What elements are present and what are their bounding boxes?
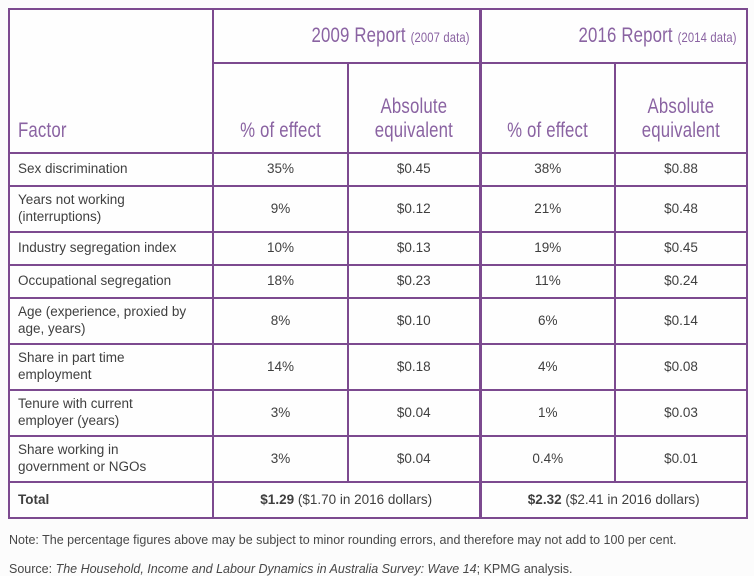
table-row: Tenure with current employer (years) 3% … xyxy=(8,389,748,437)
value-cell: $0.23 xyxy=(347,264,481,299)
value-cell: 9% xyxy=(212,185,349,233)
table-row: Industry segregation index 10% $0.13 19%… xyxy=(8,231,748,266)
value-cell: 8% xyxy=(212,297,349,345)
value-cell: 10% xyxy=(212,231,349,266)
value-cell: $0.13 xyxy=(347,231,481,266)
col-header-abs-2016: Absolute equivalent xyxy=(614,62,748,154)
value-cell: $0.08 xyxy=(614,343,748,391)
value-cell: 6% xyxy=(478,297,616,345)
value-cell: $0.10 xyxy=(347,297,481,345)
factor-column-header: Factor xyxy=(8,8,214,154)
value-cell: $0.18 xyxy=(347,343,481,391)
factor-label: Tenure with current employer (years) xyxy=(8,389,214,437)
value-cell: 3% xyxy=(212,389,349,437)
table-row: Years not working (interruptions) 9% $0.… xyxy=(8,185,748,233)
value-cell: 14% xyxy=(212,343,349,391)
value-cell: 38% xyxy=(478,152,616,187)
value-cell: $0.45 xyxy=(347,152,481,187)
value-cell: $0.12 xyxy=(347,185,481,233)
source-title: The Household, Income and Labour Dynamic… xyxy=(55,562,477,576)
table-row: Occupational segregation 18% $0.23 11% $… xyxy=(8,264,748,299)
table-row: Share working in government or NGOs 3% $… xyxy=(8,435,748,483)
factor-label: Share in part time employment xyxy=(8,343,214,391)
total-row: Total $1.29 ($1.70 in 2016 dollars) $2.3… xyxy=(8,481,748,519)
value-cell: $0.04 xyxy=(347,435,481,483)
value-cell: $0.45 xyxy=(614,231,748,266)
total-2009: $1.29 ($1.70 in 2016 dollars) xyxy=(212,481,481,519)
col-header-abs-2009: Absolute equivalent xyxy=(347,62,481,154)
value-cell: 0.4% xyxy=(478,435,616,483)
value-cell: 35% xyxy=(212,152,349,187)
value-cell: $0.48 xyxy=(614,185,748,233)
total-2009-amount: $1.29 xyxy=(260,491,295,507)
sub-header-row: % of effect Absolute equivalent % of eff… xyxy=(9,62,748,154)
value-cell: 21% xyxy=(478,185,616,233)
group-2016-title: 2016 Report xyxy=(578,23,674,47)
total-2016-note: ($2.41 in 2016 dollars) xyxy=(561,491,700,507)
table-row: Sex discrimination 35% $0.45 38% $0.88 xyxy=(8,152,748,187)
group-header-2016: 2016 Report (2014 data) xyxy=(478,8,748,64)
total-2009-note: ($1.70 in 2016 dollars) xyxy=(294,491,433,507)
footnote: Note: The percentage figures above may b… xyxy=(9,533,677,547)
source-suffix: ; KPMG analysis. xyxy=(476,562,573,576)
value-cell: 4% xyxy=(478,343,616,391)
col-header-pct-2009: % of effect xyxy=(212,62,349,154)
factor-label: Industry segregation index xyxy=(8,231,214,266)
value-cell: $0.88 xyxy=(614,152,748,187)
factor-label: Occupational segregation xyxy=(8,264,214,299)
pay-gap-drivers-table: Factor 2009 Report (2007 data) 2016 Repo… xyxy=(8,8,748,519)
total-2016-amount: $2.32 xyxy=(527,491,562,507)
report-page: Factor 2009 Report (2007 data) 2016 Repo… xyxy=(8,8,748,576)
source-line: Source: The Household, Income and Labour… xyxy=(8,562,746,576)
factor-label: Sex discrimination xyxy=(8,152,214,187)
col-header-pct-2016: % of effect xyxy=(478,62,616,154)
factor-label: Years not working (interruptions) xyxy=(8,185,214,233)
group-2009-title: 2009 Report xyxy=(311,23,406,47)
value-cell: $0.03 xyxy=(614,389,748,437)
total-2016: $2.32 ($2.41 in 2016 dollars) xyxy=(478,481,748,519)
group-header-2009: 2009 Report (2007 data) xyxy=(212,8,481,64)
factor-label: Share working in government or NGOs xyxy=(8,435,214,483)
value-cell: $0.01 xyxy=(614,435,748,483)
factor-header-label: Factor xyxy=(18,118,67,142)
group-2009-subtitle: (2007 data) xyxy=(410,28,470,45)
table-row: Age (experience, proxied by age, years) … xyxy=(8,297,748,345)
factor-label: Age (experience, proxied by age, years) xyxy=(8,297,214,345)
value-cell: $0.24 xyxy=(614,264,748,299)
source-prefix: Source: xyxy=(9,562,56,576)
value-cell: 18% xyxy=(212,264,349,299)
value-cell: 1% xyxy=(478,389,616,437)
group-header-row: Factor 2009 Report (2007 data) 2016 Repo… xyxy=(8,8,748,154)
value-cell: 3% xyxy=(212,435,349,483)
value-cell: $0.04 xyxy=(347,389,481,437)
total-label: Total xyxy=(8,481,214,519)
value-cell: 19% xyxy=(478,231,616,266)
value-cell: 11% xyxy=(478,264,616,299)
value-cell: $0.14 xyxy=(614,297,748,345)
group-2016-subtitle: (2014 data) xyxy=(677,28,737,45)
table-row: Share in part time employment 14% $0.18 … xyxy=(8,343,748,391)
